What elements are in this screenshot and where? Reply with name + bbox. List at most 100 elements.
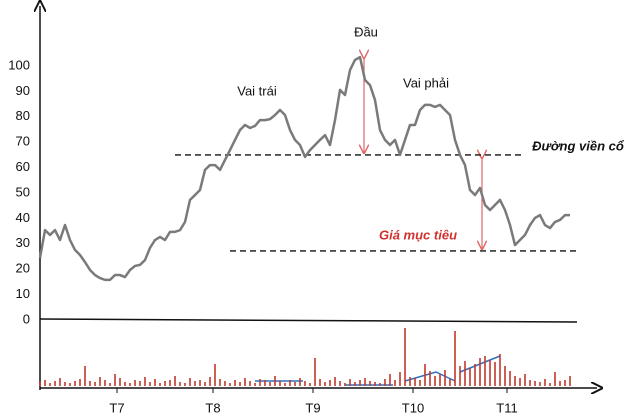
y-tick-label: 60 bbox=[16, 159, 30, 174]
volume-bar bbox=[519, 378, 521, 386]
volume-bar bbox=[479, 358, 481, 386]
x-tick-label: T7 bbox=[109, 400, 124, 415]
volume-bar bbox=[219, 379, 221, 386]
volume-bar bbox=[194, 381, 196, 386]
volume-bar bbox=[484, 356, 486, 386]
volume-bar bbox=[504, 366, 506, 386]
volume-bar bbox=[399, 372, 401, 386]
volume-bar bbox=[369, 381, 371, 386]
volume-bar bbox=[489, 360, 491, 386]
volume-bar bbox=[514, 376, 516, 386]
volume-bar bbox=[404, 328, 406, 386]
volume-bar bbox=[269, 382, 271, 386]
x-tick-label: T10 bbox=[402, 400, 424, 415]
volume-bar bbox=[494, 362, 496, 386]
volume-bar bbox=[439, 374, 441, 386]
volume-bar bbox=[179, 382, 181, 386]
volume-bar bbox=[274, 376, 276, 386]
y-tick-label: 90 bbox=[16, 83, 30, 98]
volume-bar bbox=[129, 383, 131, 386]
volume-bar bbox=[119, 378, 121, 386]
volume-bar bbox=[154, 379, 156, 386]
y-tick-label: 40 bbox=[16, 210, 30, 225]
volume-bar bbox=[424, 364, 426, 386]
volume-bar bbox=[384, 379, 386, 386]
volume-bar bbox=[529, 380, 531, 386]
volume-bar bbox=[309, 383, 311, 386]
volume-bar bbox=[429, 371, 431, 386]
volume-bar bbox=[344, 383, 346, 386]
volume-bar bbox=[79, 379, 81, 386]
volume-bar bbox=[539, 382, 541, 386]
volume-bar bbox=[249, 381, 251, 386]
y-tick-label: 100 bbox=[8, 57, 30, 72]
x-tick-label: T11 bbox=[496, 400, 517, 415]
volume-bar bbox=[289, 380, 291, 386]
volume-bar bbox=[229, 383, 231, 386]
volume-bar bbox=[134, 380, 136, 386]
volume-bar bbox=[54, 381, 56, 386]
volume-bar bbox=[449, 379, 451, 386]
volume-bar bbox=[389, 374, 391, 386]
volume-bar bbox=[464, 361, 466, 386]
volume-bar bbox=[69, 383, 71, 386]
volume-bar bbox=[549, 383, 551, 386]
volume-bar bbox=[244, 378, 246, 386]
volume-bar bbox=[559, 381, 561, 386]
volume-bar bbox=[339, 381, 341, 386]
volume-bar bbox=[114, 374, 116, 386]
price-line bbox=[38, 55, 570, 282]
volume-bar bbox=[294, 382, 296, 386]
volume-bar bbox=[474, 364, 476, 386]
volume-bar bbox=[279, 381, 281, 386]
volume-bar bbox=[434, 376, 436, 386]
volume-bar bbox=[509, 371, 511, 386]
volume-bar bbox=[354, 382, 356, 386]
volume-bar bbox=[174, 376, 176, 386]
volume-bar bbox=[74, 381, 76, 386]
volume-bar bbox=[184, 383, 186, 386]
x-tick-label: T9 bbox=[305, 400, 320, 415]
volume-bar bbox=[499, 354, 501, 386]
volume-bar bbox=[169, 380, 171, 386]
zero-line bbox=[39, 318, 578, 323]
volume-bar bbox=[359, 380, 361, 386]
volume-bar bbox=[64, 382, 66, 386]
volume-bar bbox=[569, 376, 571, 386]
volume-bar bbox=[49, 383, 51, 386]
y-tick-label: 10 bbox=[16, 286, 30, 301]
volume-bar bbox=[104, 380, 106, 386]
volume-bar bbox=[189, 378, 191, 386]
y-tick-label: 20 bbox=[16, 261, 30, 276]
volume-bar bbox=[374, 382, 376, 386]
volume-bar bbox=[99, 377, 101, 386]
volume-bar bbox=[159, 383, 161, 386]
volume-bar bbox=[334, 377, 336, 386]
volume-bar bbox=[44, 380, 46, 386]
volume-bar bbox=[454, 331, 456, 386]
volume-bar bbox=[319, 379, 321, 386]
volume-bar bbox=[234, 380, 236, 386]
target-label: Giá mục tiêu bbox=[379, 227, 457, 242]
volume-bar bbox=[364, 378, 366, 386]
volume-bar bbox=[459, 366, 461, 386]
y-tick-label: 0 bbox=[23, 311, 30, 326]
head-label: Đầu bbox=[354, 24, 378, 39]
volume-bar bbox=[139, 381, 141, 386]
volume-bar bbox=[409, 377, 411, 386]
right-shoulder-label: Vai phải bbox=[403, 75, 449, 90]
left-shoulder-label: Vai trái bbox=[237, 83, 277, 98]
volume-bar bbox=[199, 380, 201, 386]
volume-bar bbox=[304, 381, 306, 386]
volume-bar bbox=[379, 383, 381, 386]
volume-bar bbox=[254, 383, 256, 386]
volume-bar bbox=[564, 380, 566, 386]
volume-bar bbox=[329, 380, 331, 386]
volume-bar bbox=[554, 372, 556, 386]
y-tick-label: 50 bbox=[16, 184, 30, 199]
volume-bar bbox=[444, 370, 446, 386]
y-tick-label: 80 bbox=[16, 108, 30, 123]
volume-bar bbox=[59, 378, 61, 386]
volume-bar bbox=[224, 381, 226, 386]
